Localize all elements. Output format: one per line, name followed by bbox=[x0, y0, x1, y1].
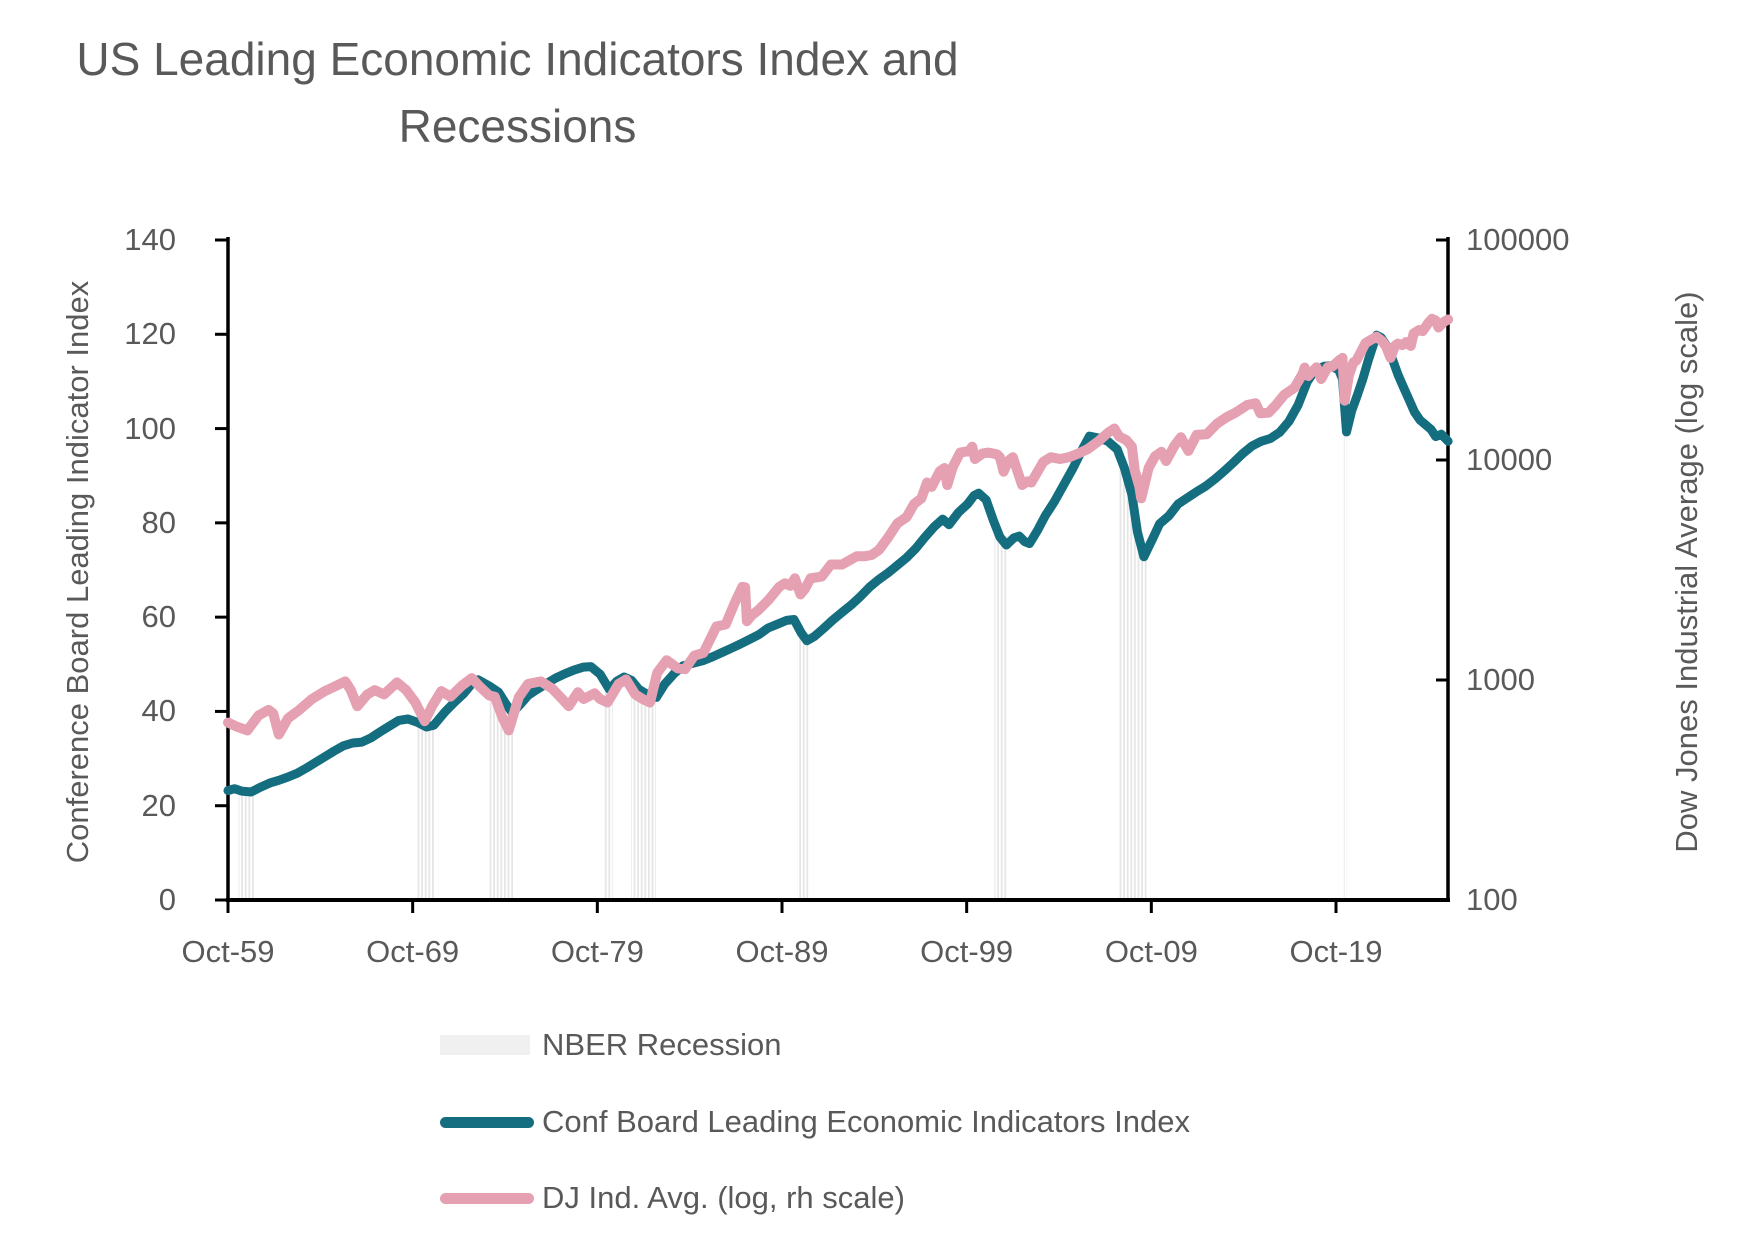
right-axis-title: Dow Jones Industrial Average (log scale) bbox=[1669, 291, 1704, 853]
left-axis-tick-label: 20 bbox=[141, 787, 176, 823]
lei-line-swatch bbox=[440, 1117, 534, 1128]
nber-recession-swatch bbox=[440, 1035, 530, 1055]
x-axis-tick-label: Oct-89 bbox=[735, 934, 829, 969]
left-axis-tick-label: 40 bbox=[141, 693, 176, 729]
left-axis-tick-label: 60 bbox=[141, 599, 176, 635]
right-axis-tick-label: 10000 bbox=[1466, 442, 1553, 477]
left-axis-tick-label: 80 bbox=[141, 504, 176, 540]
left-axis-tick-label: 140 bbox=[124, 222, 176, 257]
x-axis-tick-label: Oct-99 bbox=[920, 934, 1014, 969]
x-axis-tick-label: Oct-69 bbox=[366, 934, 460, 969]
legend-label-djia: DJ Ind. Avg. (log, rh scale) bbox=[542, 1180, 905, 1215]
recession-band bbox=[797, 625, 810, 900]
x-axis-tick-label: Oct-19 bbox=[1289, 934, 1383, 969]
left-axis-tick-label: 100 bbox=[124, 410, 176, 446]
chart-title-line1: US Leading Economic Indicators Index and bbox=[76, 33, 959, 85]
right-axis-tick-label: 100 bbox=[1466, 882, 1518, 917]
left-axis-tick-label: 0 bbox=[158, 882, 176, 917]
legend-label-nber: NBER Recession bbox=[542, 1027, 782, 1062]
right-axis-tick-label: 1000 bbox=[1466, 662, 1535, 697]
right-axis-tick-label: 100000 bbox=[1466, 222, 1570, 257]
left-axis-tick-label: 120 bbox=[124, 316, 176, 352]
chart-title: US Leading Economic Indicators Index and… bbox=[25, 26, 1010, 160]
x-axis-tick-label: Oct-09 bbox=[1104, 934, 1198, 969]
recession-band bbox=[631, 680, 656, 900]
lei-line bbox=[223, 330, 1453, 797]
recession-band bbox=[1119, 454, 1147, 900]
djia-line bbox=[223, 313, 1454, 740]
recession-band bbox=[417, 722, 435, 900]
djia-line-swatch bbox=[440, 1193, 534, 1204]
recession-band bbox=[1343, 395, 1347, 900]
recession-band bbox=[603, 679, 613, 900]
recession-band bbox=[238, 790, 255, 900]
x-axis-tick-label: Oct-59 bbox=[181, 934, 275, 969]
legend-label-lei: Conf Board Leading Economic Indicators I… bbox=[542, 1104, 1190, 1139]
recession-band bbox=[489, 686, 515, 900]
chart-title-line2: Recessions bbox=[398, 100, 637, 152]
recession-band bbox=[994, 522, 1007, 900]
x-axis-tick-label: Oct-79 bbox=[550, 934, 644, 969]
